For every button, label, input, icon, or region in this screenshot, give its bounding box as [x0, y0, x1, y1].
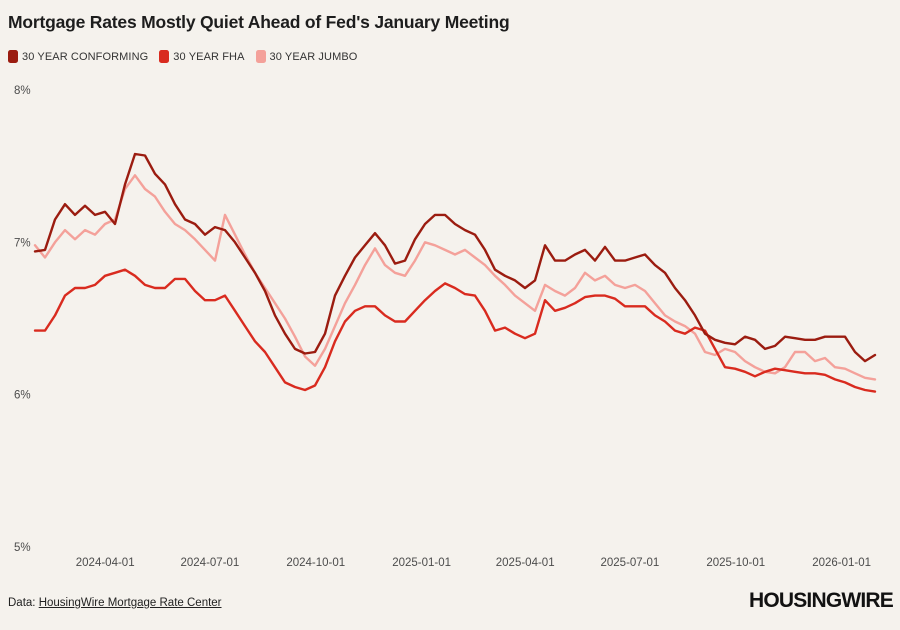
x-axis-tick-label: 2024-07-01 [180, 557, 239, 569]
legend-item-fha: 30 YEAR FHA [159, 50, 244, 63]
x-axis-tick-label: 2024-10-01 [286, 557, 345, 569]
x-axis-tick-label: 2025-10-01 [706, 557, 765, 569]
chart-legend: 30 YEAR CONFORMING 30 YEAR FHA 30 YEAR J… [8, 50, 357, 63]
y-axis-tick-label: 6% [14, 390, 31, 402]
x-axis-tick-label: 2024-04-01 [76, 557, 135, 569]
y-axis-tick-label: 5% [14, 542, 31, 554]
legend-label-jumbo: 30 YEAR JUMBO [269, 50, 358, 63]
x-axis-tick-label: 2026-01-01 [812, 557, 871, 569]
legend-item-jumbo: 30 YEAR JUMBO [255, 50, 358, 63]
page-title: Mortgage Rates Mostly Quiet Ahead of Fed… [8, 12, 510, 32]
y-axis-tick-label: 7% [14, 237, 31, 249]
legend-label-conforming: 30 YEAR CONFORMING [22, 50, 149, 63]
housingwire-logo: HOUSINGWIRE [748, 589, 894, 612]
series-line-30-year-conforming [33, 152, 877, 363]
x-axis-tick-label: 2025-01-01 [392, 557, 451, 569]
y-axis-tick-label: 8% [14, 85, 31, 97]
series-line-30-year-jumbo [33, 174, 877, 381]
legend-item-conforming: 30 YEAR CONFORMING [8, 50, 148, 63]
data-source-link[interactable]: HousingWire Mortgage Rate Center [38, 597, 222, 609]
jumbo-swatch-icon [255, 50, 266, 63]
conforming-swatch-icon [8, 50, 18, 63]
x-axis-tick-label: 2025-04-01 [496, 557, 555, 569]
data-source-prefix: Data: [8, 597, 36, 609]
fha-swatch-icon [159, 50, 170, 63]
series-line-30-year-fha [33, 268, 877, 393]
legend-label-fha: 30 YEAR FHA [173, 50, 245, 63]
data-source-note: Data: HousingWire Mortgage Rate Center [8, 597, 222, 609]
x-axis-tick-label: 2025-07-01 [600, 557, 659, 569]
